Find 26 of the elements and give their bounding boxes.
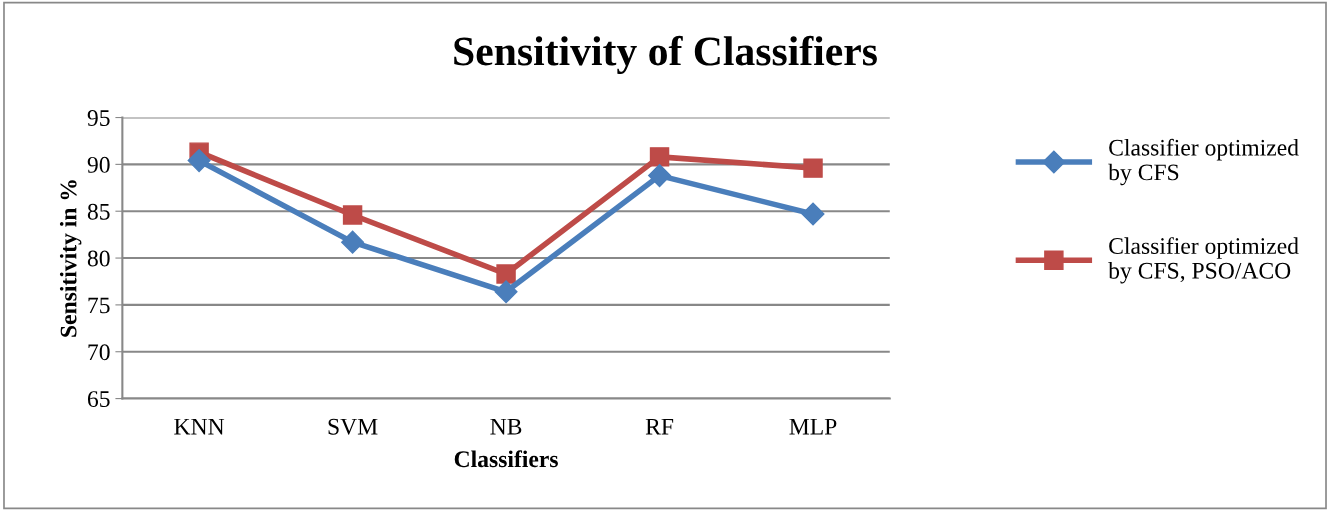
y-tick-label: 90 [87, 156, 110, 173]
x-tick-label: NB [490, 418, 522, 435]
legend-label: Classifier optimized by CFS [1108, 138, 1299, 186]
point [496, 264, 516, 284]
chart-title: Sensitivity of Classifiers [454, 35, 877, 75]
y-tick-label: 95 [87, 110, 110, 126]
x-tick-label: KNN [174, 418, 225, 435]
y-tick-label: 85 [87, 203, 110, 220]
point [649, 147, 670, 167]
point [342, 205, 363, 225]
y-tick-label: 80 [87, 250, 110, 267]
point [494, 280, 518, 304]
y-axis-title: Sensitivity in % [59, 180, 82, 337]
point [648, 164, 672, 188]
point [803, 158, 823, 178]
x-axis-title: Classifiers [454, 450, 558, 468]
legend-label: Classifier optimized by CFS, PSO/ACO [1108, 237, 1299, 284]
x-tick-label: SVM [328, 418, 378, 435]
point [341, 230, 365, 254]
y-tick-label: 70 [88, 344, 110, 361]
x-tick-label: RF [645, 418, 674, 435]
point [187, 149, 211, 173]
point [801, 202, 825, 226]
x-tick-label: MLP [789, 418, 837, 435]
y-tick-label: 75 [88, 297, 110, 314]
y-tick-label: 65 [87, 391, 110, 407]
